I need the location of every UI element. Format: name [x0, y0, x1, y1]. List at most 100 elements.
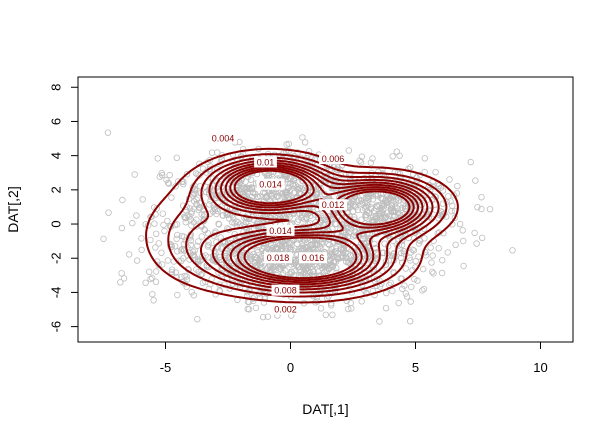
scatter-point — [403, 293, 411, 300]
scatter-point — [193, 266, 200, 273]
scatter-point — [195, 238, 202, 245]
scatter-point — [432, 168, 439, 176]
scatter-point — [509, 247, 516, 254]
scatter-point — [198, 270, 206, 278]
scatter-point — [292, 257, 299, 264]
contour-label: 0.01 — [257, 157, 275, 167]
scatter-point — [363, 211, 370, 219]
scatter-point — [429, 252, 436, 259]
scatter-point — [259, 313, 267, 321]
scatter-point — [208, 149, 216, 156]
scatter-point — [411, 275, 418, 283]
scatter-point — [145, 268, 153, 275]
scatter-point — [324, 240, 332, 247]
scatter-point — [173, 248, 181, 255]
scatter-point — [187, 241, 195, 249]
scatter-point — [478, 205, 485, 213]
scatter-point — [402, 265, 409, 272]
scatter-point — [407, 164, 414, 171]
scatter-point — [427, 244, 434, 251]
scatter-point — [307, 180, 314, 187]
scatter-point — [190, 190, 198, 197]
scatter-point — [428, 259, 435, 266]
scatter-point — [317, 305, 325, 312]
scatter-point — [367, 159, 375, 166]
scatter-point — [245, 306, 253, 313]
scatter-point — [302, 139, 309, 146]
scatter-point — [478, 193, 485, 201]
scatter-point — [287, 239, 295, 247]
scatter-point — [343, 297, 350, 304]
scatter-point — [452, 241, 459, 248]
scatter-point — [190, 252, 197, 259]
scatter-point — [210, 204, 218, 211]
scatter-point — [398, 249, 405, 257]
scatter-point — [348, 305, 355, 312]
scatter-point — [447, 198, 454, 205]
y-tick-label: -2 — [49, 252, 64, 264]
scatter-point — [460, 237, 467, 245]
scatter-point — [283, 141, 290, 148]
contour-label: 0.002 — [274, 305, 297, 315]
contour-label: 0.012 — [322, 200, 345, 210]
scatter-point — [371, 240, 378, 248]
scatter-point — [100, 235, 107, 243]
x-tick-label: 0 — [287, 360, 294, 375]
scatter-point — [254, 246, 261, 254]
scatter-point — [379, 165, 386, 173]
scatter-point — [277, 266, 285, 273]
scatter-point — [389, 153, 396, 160]
scatter-point — [218, 264, 225, 271]
scatter-point — [435, 182, 442, 189]
scatter-point — [148, 274, 156, 282]
scatter-point — [402, 202, 409, 210]
scatter-point — [438, 269, 446, 277]
scatter-point — [158, 261, 166, 268]
scatter-point — [183, 170, 191, 178]
scatter-point — [198, 233, 205, 240]
scatter-point — [299, 134, 306, 141]
scatter-point — [451, 214, 458, 221]
scatter-point — [429, 268, 436, 275]
scatter-point — [354, 253, 361, 260]
scatter-point — [131, 171, 138, 178]
x-tick-label: 10 — [533, 360, 547, 375]
scatter-point — [120, 275, 128, 282]
scatter-point — [479, 234, 486, 241]
scatter-point — [439, 257, 446, 264]
scatter-point — [104, 129, 112, 136]
scatter-point — [129, 219, 136, 227]
scatter-point — [239, 146, 247, 153]
scatter-point — [155, 261, 162, 269]
contour-label: 0.004 — [212, 134, 235, 144]
x-tick-label: 5 — [412, 360, 419, 375]
contour-label: 0.006 — [322, 154, 345, 164]
scatter-point — [242, 219, 250, 226]
x-axis-title: DAT[,1] — [302, 401, 348, 417]
scatter-point — [161, 227, 168, 235]
y-tick-label: 8 — [49, 84, 64, 91]
scatter-point — [338, 253, 345, 260]
scatter-point — [430, 270, 437, 277]
scatter-point — [150, 297, 157, 304]
scatter-point — [396, 211, 403, 218]
scatter-point — [486, 205, 494, 213]
scatter-point — [420, 285, 428, 293]
scatter-point — [393, 196, 400, 203]
scatter-point — [450, 192, 458, 199]
scatter-point — [154, 155, 161, 162]
scatter-point — [177, 247, 185, 254]
scatter-point — [399, 204, 406, 211]
y-tick-label: 4 — [49, 152, 64, 159]
scatter-point — [412, 229, 419, 236]
y-axis-title: DAT[,2] — [5, 186, 21, 232]
scatter-point — [467, 158, 474, 166]
contour-label: 0.016 — [302, 253, 325, 263]
scatter-point — [173, 154, 180, 161]
scatter-point — [419, 287, 426, 294]
scatter-point — [142, 279, 149, 286]
scatter-point — [174, 231, 181, 239]
scatter-point — [152, 230, 160, 237]
scatter-point — [351, 202, 359, 209]
scatter-point — [118, 224, 126, 232]
